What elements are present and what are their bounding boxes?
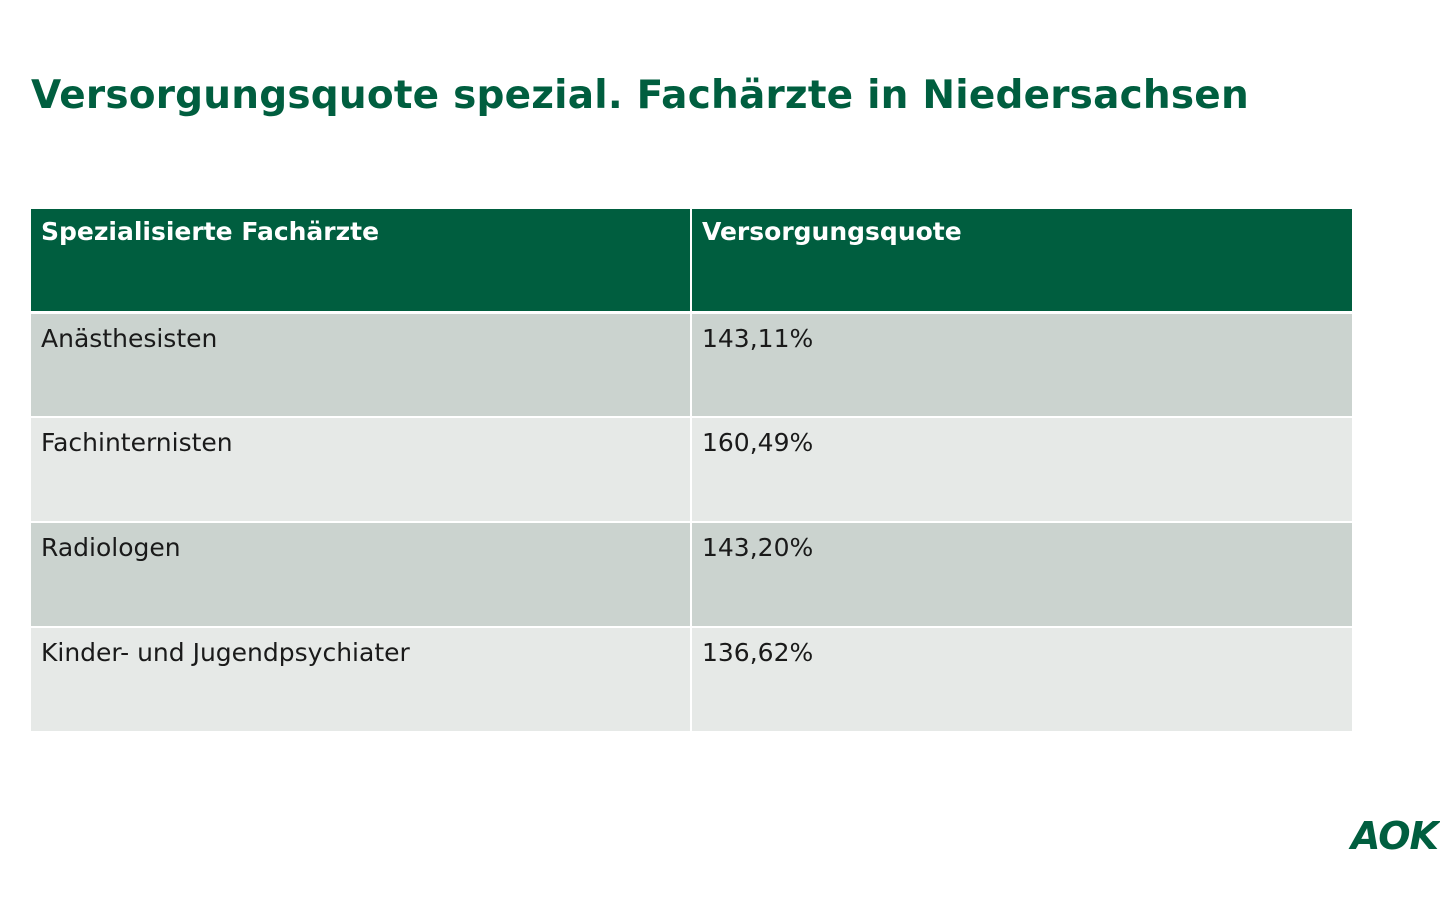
column-header-versorgungsquote: Versorgungsquote	[690, 209, 1352, 314]
aok-logo: AOK	[1351, 814, 1439, 858]
table-row: Fachinternisten 160,49%	[31, 417, 1352, 523]
column-header-fachgruppe: Spezialisierte Fachärzte	[31, 209, 691, 314]
cell-versorgungsquote: 143,20%	[690, 522, 1352, 628]
cell-fachgruppe: Anästhesisten	[31, 312, 691, 418]
cell-fachgruppe: Radiologen	[31, 522, 691, 628]
table-row: Radiologen 143,20%	[31, 522, 1352, 628]
cell-versorgungsquote: 136,62%	[690, 627, 1352, 733]
data-table: Spezialisierte Fachärzte Versorgungsquot…	[31, 209, 1352, 733]
table-row: Kinder- und Jugendpsychiater 136,62%	[31, 627, 1352, 733]
cell-fachgruppe: Fachinternisten	[31, 417, 691, 523]
cell-versorgungsquote: 160,49%	[690, 417, 1352, 523]
table-header-row: Spezialisierte Fachärzte Versorgungsquot…	[31, 209, 1352, 314]
table-row: Anästhesisten 143,11%	[31, 312, 1352, 418]
cell-versorgungsquote: 143,11%	[690, 312, 1352, 418]
page-title: Versorgungsquote spezial. Fachärzte in N…	[31, 73, 1249, 118]
cell-fachgruppe: Kinder- und Jugendpsychiater	[31, 627, 691, 733]
